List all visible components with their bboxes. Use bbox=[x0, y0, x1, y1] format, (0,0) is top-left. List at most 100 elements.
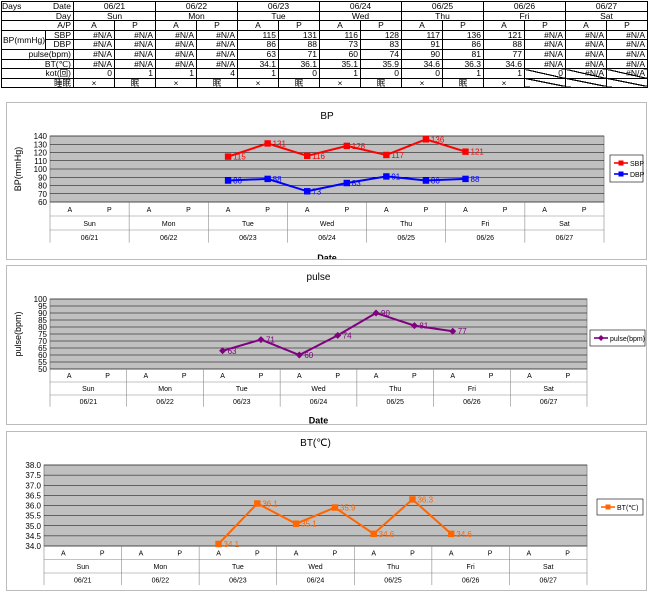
x-ap-label: A bbox=[144, 373, 149, 380]
ap-cell: P bbox=[278, 20, 320, 31]
data-point bbox=[215, 540, 222, 548]
data-label: 121 bbox=[471, 148, 485, 157]
value-cell: 34.6 bbox=[401, 58, 443, 70]
value-cell: 115 bbox=[237, 29, 279, 41]
y-tick-label: 65 bbox=[38, 344, 47, 353]
data-label: 63 bbox=[228, 347, 237, 356]
table-row: Days Date Day 06/21 06/22 06/23 06/24 06/25 06/2… bbox=[1, 0, 648, 22]
data-label: 90 bbox=[381, 309, 390, 318]
data-point bbox=[292, 520, 300, 527]
x-ap-label: A bbox=[226, 207, 231, 214]
value-cell: #N/A bbox=[524, 48, 566, 60]
x-ap-label: P bbox=[503, 207, 508, 214]
row-label-cell: 睡眠 bbox=[1, 77, 74, 89]
value-cell: #N/A bbox=[606, 48, 648, 60]
data-label: 34.6 bbox=[456, 530, 472, 539]
legend-label: pulse(bpm) bbox=[610, 336, 645, 343]
data-point bbox=[462, 148, 469, 155]
x-ap-label: A bbox=[67, 373, 72, 380]
x-day-label: Fri bbox=[481, 221, 490, 228]
data-point bbox=[254, 500, 261, 507]
value-cell: #N/A bbox=[565, 29, 607, 41]
value-cell: 131 bbox=[278, 29, 320, 41]
data-label: 117 bbox=[391, 151, 404, 160]
x-ap-label: P bbox=[186, 207, 191, 214]
value-cell: 91 bbox=[401, 39, 443, 50]
x-day-label: Wed bbox=[308, 564, 322, 571]
value-cell: 0 bbox=[73, 68, 115, 79]
x-day-label: Sun bbox=[77, 564, 90, 571]
data-label: 35.9 bbox=[340, 504, 356, 513]
data-label: 81 bbox=[419, 322, 428, 331]
table-row: A/P A P A P A P A P A P A P A P bbox=[1, 20, 648, 31]
data-label: 73 bbox=[312, 187, 321, 196]
ap-cell: P bbox=[360, 20, 402, 31]
data-point bbox=[304, 188, 311, 195]
data-point bbox=[334, 331, 342, 339]
value-cell: 1 bbox=[155, 68, 197, 79]
legend-marker bbox=[618, 171, 624, 177]
data-point bbox=[410, 322, 418, 330]
data-label: 86 bbox=[233, 177, 242, 186]
value-cell: #N/A bbox=[524, 58, 566, 70]
x-date-label: 06/21 bbox=[74, 577, 92, 584]
days-label: Days bbox=[2, 1, 22, 11]
data-label: 34.1 bbox=[224, 540, 240, 549]
data-point bbox=[343, 142, 350, 150]
y-tick-label: 80 bbox=[38, 323, 47, 332]
value-cell: 83 bbox=[360, 39, 402, 50]
x-day-label: Thu bbox=[400, 221, 412, 228]
data-label: 71 bbox=[266, 336, 275, 345]
x-ap-label: P bbox=[412, 373, 417, 380]
data-point bbox=[331, 504, 339, 511]
legend-box bbox=[609, 154, 644, 183]
x-ap-label: A bbox=[297, 373, 302, 380]
data-point bbox=[383, 173, 390, 180]
y-tick-label: 90 bbox=[38, 173, 47, 182]
value-cell: #N/A bbox=[155, 58, 197, 70]
x-date-label: 06/27 bbox=[556, 235, 574, 242]
value-cell: 90 bbox=[401, 48, 443, 60]
value-cell: × bbox=[73, 77, 115, 89]
value-cell: 1 bbox=[442, 68, 484, 79]
x-day-label: Mon bbox=[162, 221, 176, 228]
data-point bbox=[448, 530, 455, 538]
x-date-label: 06/27 bbox=[539, 577, 557, 584]
value-cell: 116 bbox=[319, 29, 361, 41]
value-cell: #N/A bbox=[606, 39, 648, 50]
chart-title: pulse bbox=[307, 272, 331, 283]
value-cell bbox=[524, 77, 566, 89]
value-cell: #N/A bbox=[114, 48, 156, 60]
ap-cell: P bbox=[196, 20, 238, 31]
data-point bbox=[295, 351, 303, 359]
x-day-label: Thu bbox=[387, 564, 399, 571]
x-ap-label: A bbox=[139, 550, 144, 557]
value-cell: #N/A bbox=[565, 39, 607, 50]
bp-label: BP(mmHg) bbox=[3, 34, 46, 45]
x-ap-label: A bbox=[305, 207, 310, 214]
data-label: 115 bbox=[233, 153, 246, 162]
day-cell: Sat bbox=[565, 10, 648, 22]
value-cell: #N/A bbox=[565, 58, 607, 70]
x-date-label: 06/26 bbox=[462, 577, 480, 584]
data-point bbox=[219, 347, 227, 355]
y-tick-label: 34.0 bbox=[25, 542, 41, 551]
ap-cell: A bbox=[483, 20, 525, 31]
x-ap-label: A bbox=[463, 207, 468, 214]
value-cell: 眠 bbox=[196, 77, 238, 89]
x-date-label: 06/21 bbox=[80, 399, 98, 406]
day-cell: Tue bbox=[237, 10, 320, 22]
x-day-label: Sat bbox=[543, 564, 554, 571]
y-tick-label: 90 bbox=[38, 309, 47, 318]
x-ap-label: A bbox=[61, 550, 66, 557]
chart-title: BP bbox=[320, 111, 334, 122]
date-cell: 06/25 bbox=[401, 1, 484, 12]
value-cell: 4 bbox=[196, 68, 238, 79]
data-label: 86 bbox=[431, 177, 440, 186]
x-ap-label: P bbox=[177, 550, 182, 557]
data-label: 128 bbox=[352, 142, 366, 151]
ap-cell: P bbox=[524, 20, 566, 31]
data-label: 60 bbox=[304, 351, 313, 360]
data-point bbox=[304, 152, 311, 159]
legend-label: SBP bbox=[630, 161, 644, 168]
